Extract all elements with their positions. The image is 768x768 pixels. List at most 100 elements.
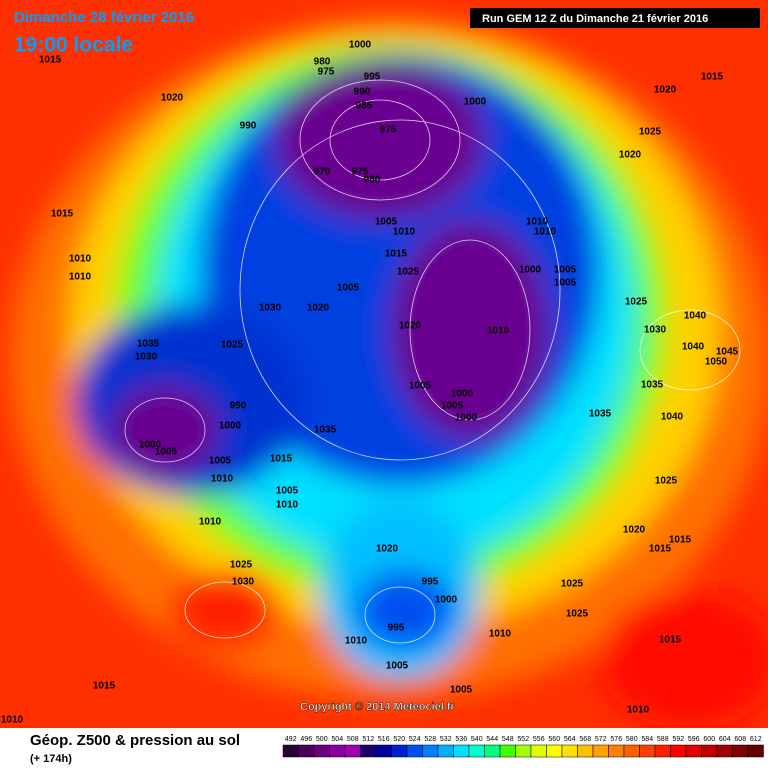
isobar-label: 1025	[561, 579, 584, 590]
isobar-label: 1025	[639, 127, 662, 138]
scale-label: 528	[424, 736, 436, 743]
isobar-label: 1010	[69, 272, 92, 283]
isobar-label: 1025	[397, 267, 420, 278]
isobar-label: 1010	[345, 636, 368, 647]
scale-swatch	[592, 744, 609, 758]
isobar-label: 1025	[230, 560, 253, 571]
scale-label: 580	[626, 736, 638, 743]
scale-label: 600	[703, 736, 715, 743]
isobar-label: 1020	[399, 321, 422, 332]
isobar-label: 1020	[623, 525, 646, 536]
scale-swatch	[360, 744, 377, 758]
scale-label: 592	[672, 736, 684, 743]
scale-label: 496	[300, 736, 312, 743]
isobar-label: 1005	[337, 283, 360, 294]
scale-swatch	[499, 744, 516, 758]
isobar-label: 975	[352, 167, 369, 178]
footer-title: Géop. Z500 & pression au sol	[30, 732, 240, 749]
isobar-label: 1000	[219, 421, 242, 432]
scale-swatch	[670, 744, 687, 758]
isobar-label: 1005	[209, 456, 232, 467]
color-scale: 492 496 500 504 508 512 516 520 524 528 532 536 540 5…	[282, 736, 764, 758]
scale-label: 576	[610, 736, 622, 743]
scale-swatch	[406, 744, 423, 758]
isobar-label: 985	[356, 101, 373, 112]
isobar-label: 1000	[464, 97, 487, 108]
scale-swatch	[282, 744, 299, 758]
scale-label: 536	[455, 736, 467, 743]
time: 19:00 locale	[14, 34, 133, 57]
scale-label: 588	[657, 736, 669, 743]
isobar-label: 1000	[451, 389, 474, 400]
isobar-label: 1010	[487, 326, 510, 337]
scale-swatch	[546, 744, 563, 758]
isobar-label: 1030	[232, 577, 255, 588]
scale-label: 544	[486, 736, 498, 743]
scale-swatch	[701, 744, 718, 758]
isobar-label: 975	[380, 125, 397, 136]
scale-label: 584	[641, 736, 653, 743]
isobar-label: 1015	[385, 249, 408, 260]
scale-label: 492	[285, 736, 297, 743]
isobar-label: 1000	[435, 595, 458, 606]
isobar-label: 1015	[270, 454, 293, 465]
run-box	[470, 8, 760, 28]
scale-label: 500	[316, 736, 328, 743]
isobar-label: 1005	[450, 685, 473, 696]
scale-label: 552	[517, 736, 529, 743]
isobar-label: 1015	[669, 535, 692, 546]
isobar-label: 1010	[534, 227, 557, 238]
scale-swatch	[716, 744, 733, 758]
scale-swatch	[391, 744, 408, 758]
isobar-label: 1000	[455, 413, 478, 424]
isobar-label: 980	[364, 175, 381, 186]
isobar-label: 1005	[554, 278, 577, 289]
scale-label: 556	[533, 736, 545, 743]
isobar-label: 1005	[386, 661, 409, 672]
isobar-label: 1035	[314, 425, 337, 436]
isobar-label: 1040	[682, 342, 705, 353]
isobar-label: 1010	[199, 517, 222, 528]
isobar-label: 1020	[654, 85, 677, 96]
scale-swatch	[639, 744, 656, 758]
scale-label: 520	[393, 736, 405, 743]
scale-swatch	[344, 744, 361, 758]
scale-swatch	[515, 744, 532, 758]
isobar-label: 1050	[705, 357, 728, 368]
isobar-label: 1010	[211, 474, 234, 485]
isobar-label: 1015	[39, 55, 62, 66]
footer-lead: (+ 174h)	[30, 753, 72, 765]
scale-label: 540	[471, 736, 483, 743]
isobar-label: 995	[364, 72, 381, 83]
isobar-label: 990	[230, 401, 247, 412]
isobar-label: 1005	[441, 401, 464, 412]
scale-label: 608	[734, 736, 746, 743]
isobar-label: 1010	[489, 629, 512, 640]
scale-label: 548	[502, 736, 514, 743]
isobar-label: 980	[314, 57, 331, 68]
scale-swatch	[747, 744, 764, 758]
scale-swatch	[422, 744, 439, 758]
isobar-label: 1010	[393, 227, 416, 238]
scale-label: 512	[362, 736, 374, 743]
isobar-label: 975	[318, 67, 335, 78]
isobar-label: 1025	[655, 476, 678, 487]
copyright: Copyright © 2014 Meteociel.fr	[300, 701, 456, 713]
isobar-label: 995	[388, 623, 405, 634]
isobar-label: 1010	[526, 217, 549, 228]
scale-label: 596	[688, 736, 700, 743]
isobar-label: 1015	[51, 209, 74, 220]
isobar-label: 1020	[376, 544, 399, 555]
scale-label: 560	[548, 736, 560, 743]
isobar-label: 1025	[625, 297, 648, 308]
isobar-label: 1015	[701, 72, 724, 83]
scale-swatch	[685, 744, 702, 758]
isobar-label: 1035	[589, 409, 612, 420]
isobar-label: 990	[240, 121, 257, 132]
isobar-label: 1010	[1, 715, 24, 726]
isobar-label: 990	[354, 87, 371, 98]
scale-label: 516	[378, 736, 390, 743]
isobar-label: 1000	[139, 440, 162, 451]
